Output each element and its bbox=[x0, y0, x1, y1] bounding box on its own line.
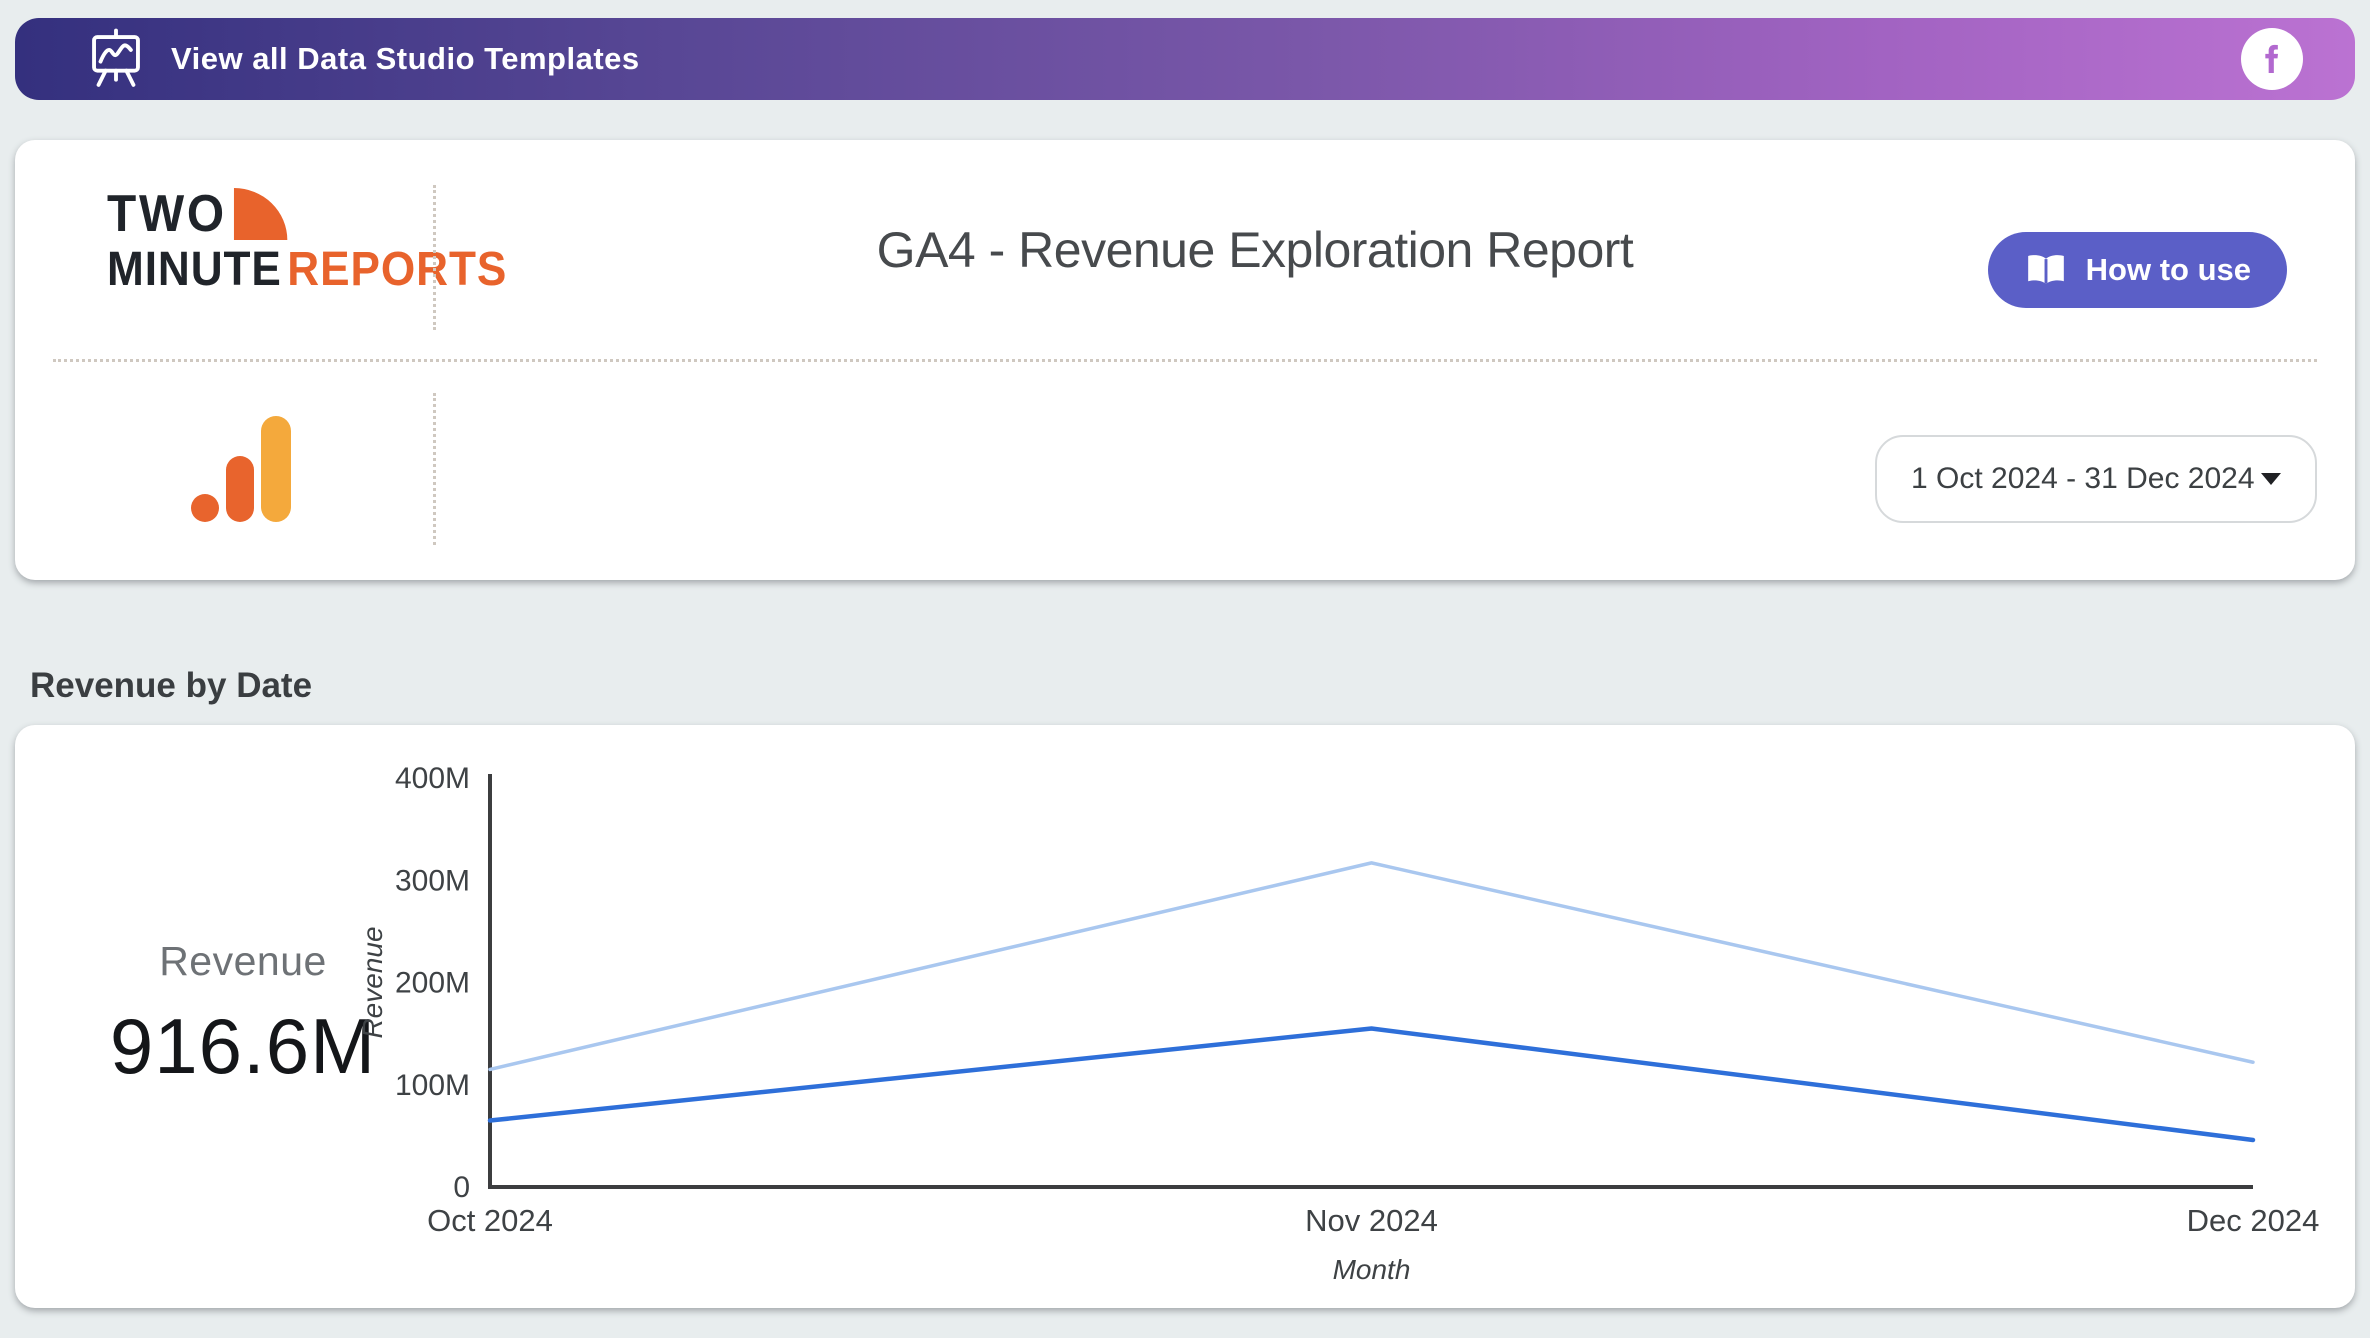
page-title: GA4 - Revenue Exploration Report bbox=[876, 222, 1634, 278]
logo-word-minute: MINUTE bbox=[107, 243, 282, 296]
vertical-divider bbox=[433, 393, 436, 545]
scorecard-label: Revenue bbox=[159, 938, 327, 984]
svg-text:Oct 2024: Oct 2024 bbox=[427, 1203, 553, 1238]
logo-quarter-circle bbox=[234, 188, 288, 240]
logo-word-reports: REPORTS bbox=[287, 243, 508, 296]
two-minute-reports-logo: TWO MINUTE REPORTS bbox=[107, 188, 507, 294]
svg-text:Month: Month bbox=[1333, 1254, 1411, 1285]
revenue-line-chart[interactable]: 0 100M 200M 300M 400M Oct 2024 Nov 2024 Dec 202… bbox=[320, 740, 2355, 1290]
svg-text:0: 0 bbox=[453, 1171, 470, 1204]
chevron-down-icon bbox=[2261, 473, 2281, 485]
section-heading: Revenue by Date bbox=[30, 666, 313, 705]
logo-word-two: TWO bbox=[107, 185, 227, 243]
svg-text:300M: 300M bbox=[395, 864, 470, 897]
horizontal-divider bbox=[53, 359, 2317, 362]
banner-label: View all Data Studio Templates bbox=[171, 41, 640, 76]
svg-text:400M: 400M bbox=[395, 762, 470, 795]
svg-text:200M: 200M bbox=[395, 967, 470, 1000]
revenue-scorecard: Revenue 916.6M bbox=[53, 938, 433, 1092]
revenue-chart-card: Revenue 916.6M 0 100M 200M 300M 400M Oct 2024… bbox=[15, 725, 2355, 1308]
templates-banner-link[interactable]: View all Data Studio Templates bbox=[15, 18, 2355, 100]
facebook-icon[interactable] bbox=[2241, 28, 2303, 90]
svg-text:100M: 100M bbox=[395, 1069, 470, 1102]
svg-text:Dec 2024: Dec 2024 bbox=[2187, 1203, 2320, 1238]
vertical-divider bbox=[433, 185, 436, 330]
svg-text:Nov 2024: Nov 2024 bbox=[1305, 1203, 1438, 1238]
scorecard-value: 916.6M bbox=[109, 1002, 377, 1090]
report-header-card: TWO MINUTE REPORTS GA4 - Revenue Explorat… bbox=[15, 140, 2355, 580]
date-range-value: 1 Oct 2024 - 31 Dec 2024 bbox=[1911, 462, 2255, 495]
google-analytics-icon bbox=[191, 416, 296, 526]
svg-text:Revenue: Revenue bbox=[357, 926, 388, 1038]
presentation-chart-icon bbox=[92, 28, 140, 87]
open-book-icon bbox=[2027, 255, 2064, 284]
how-to-use-button[interactable]: How to use bbox=[1987, 232, 2287, 308]
date-range-selector[interactable]: 1 Oct 2024 - 31 Dec 2024 bbox=[1875, 435, 2317, 523]
how-to-use-label: How to use bbox=[2085, 252, 2251, 287]
